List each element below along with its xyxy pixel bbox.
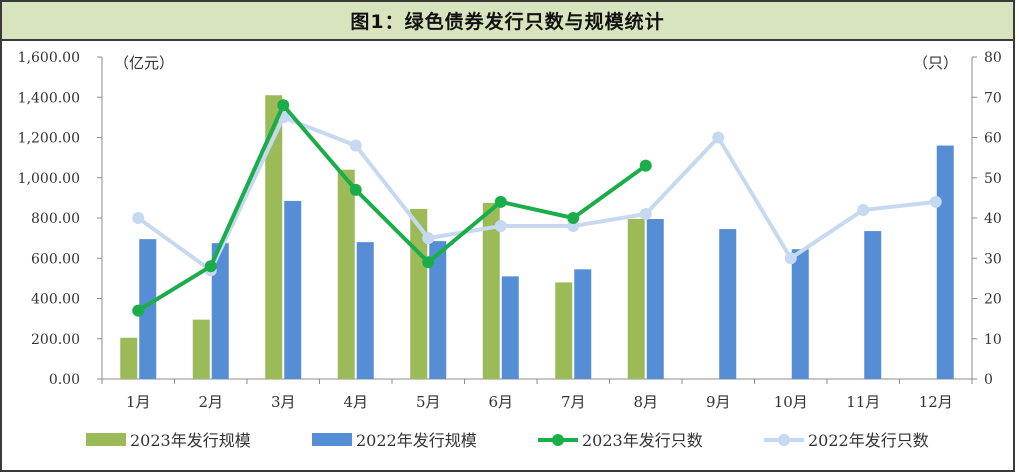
bar-series-2022-scale xyxy=(284,200,302,379)
right-y-tick-label: 0 xyxy=(984,372,993,388)
point-series-2022-count xyxy=(349,139,362,152)
x-tick-label: 6月 xyxy=(488,393,513,411)
bar-series-2022-scale xyxy=(574,269,592,379)
x-tick-label: 10月 xyxy=(774,393,808,411)
bar-series-2022-scale xyxy=(211,243,229,379)
x-tick-label: 2月 xyxy=(198,393,223,411)
point-series-2022-count xyxy=(929,195,942,208)
bar-series-2022-scale xyxy=(864,231,882,379)
x-tick-label: 11月 xyxy=(846,393,880,411)
point-series-2022-count xyxy=(422,232,435,245)
bar-series-2022-scale xyxy=(791,249,809,379)
legend-label-1: 2022年发行规模 xyxy=(356,431,477,450)
left-y-tick-label: 200.00 xyxy=(31,332,80,348)
legend-swatch-marker-2 xyxy=(552,434,564,446)
chart-title: 图1：绿色债券发行只数与规模统计 xyxy=(350,11,665,33)
bar-series-2022-scale xyxy=(719,229,737,379)
legend-swatch-0 xyxy=(86,433,126,446)
line-series-2022-count xyxy=(137,115,936,273)
bar-series-2023-scale xyxy=(192,319,210,379)
left-y-tick-label: 600.00 xyxy=(31,251,80,267)
legend-label-0: 2023年发行规模 xyxy=(130,431,251,450)
bar-series-2023-scale xyxy=(410,208,428,379)
bar-series-2023-scale xyxy=(265,95,283,380)
bar-series-2022-scale xyxy=(936,145,954,379)
point-series-2022-count xyxy=(784,252,797,265)
bar-series-2022-scale xyxy=(646,219,664,379)
bar-series-2022-scale xyxy=(139,239,157,379)
left-y-tick-label: 800.00 xyxy=(31,211,80,227)
bar-series-2023-scale xyxy=(555,282,573,379)
point-series-2022-count xyxy=(639,207,652,220)
x-tick-label: 3月 xyxy=(271,393,296,411)
right-y-tick-label: 30 xyxy=(984,251,1002,267)
bar-series-2023-scale xyxy=(627,219,645,379)
right-y-tick-label: 40 xyxy=(984,211,1002,227)
x-tick-label: 8月 xyxy=(633,393,658,411)
x-tick-label: 12月 xyxy=(919,393,953,411)
legend-swatch-1 xyxy=(312,433,352,446)
right-y-tick-label: 60 xyxy=(984,131,1002,147)
x-tick-label: 1月 xyxy=(126,393,151,411)
point-series-2023-count xyxy=(204,260,217,273)
legend-swatch-marker-3 xyxy=(778,434,790,446)
legend-label-2: 2023年发行只数 xyxy=(582,431,703,450)
point-series-2023-count xyxy=(639,159,652,172)
left-y-axis-unit-label: （亿元） xyxy=(114,54,174,72)
right-y-tick-label: 10 xyxy=(984,332,1002,348)
bar-series-2022-scale xyxy=(429,241,447,379)
x-tick-label: 5月 xyxy=(416,393,441,411)
point-series-2023-count xyxy=(132,304,145,317)
point-series-2023-count xyxy=(494,195,507,208)
right-y-axis-unit-label: （只） xyxy=(913,54,958,72)
right-y-tick-label: 50 xyxy=(984,171,1002,187)
left-y-tick-label: 1,000.00 xyxy=(18,171,80,187)
point-series-2023-count xyxy=(277,99,290,112)
bar-series-2023-scale xyxy=(337,169,355,379)
bar-series-2023-scale xyxy=(482,202,500,379)
right-y-tick-label: 20 xyxy=(984,292,1002,308)
x-tick-label: 7月 xyxy=(561,393,586,411)
left-y-tick-label: 1,600.00 xyxy=(18,50,80,66)
point-series-2023-count xyxy=(349,183,362,196)
bar-series-2023-scale xyxy=(120,337,138,379)
chart-title-bar: 图1：绿色债券发行只数与规模统计 xyxy=(2,2,1013,41)
left-y-tick-label: 0.00 xyxy=(49,372,80,388)
point-series-2022-count xyxy=(857,203,870,216)
left-y-tick-label: 1,200.00 xyxy=(18,131,80,147)
bar-series-2022-scale xyxy=(356,242,374,379)
left-y-tick-label: 1,400.00 xyxy=(18,90,80,106)
bar-series-2022-scale xyxy=(501,276,519,379)
legend-label-3: 2022年发行只数 xyxy=(808,431,929,450)
x-tick-label: 4月 xyxy=(343,393,368,411)
point-series-2022-count xyxy=(132,212,145,224)
x-tick-label: 9月 xyxy=(706,393,731,411)
line-series-2023-count xyxy=(137,103,647,313)
point-series-2022-count xyxy=(494,220,507,233)
point-series-2023-count xyxy=(567,212,580,224)
point-series-2023-count xyxy=(422,256,435,269)
right-y-tick-label: 80 xyxy=(984,50,1002,66)
left-y-tick-label: 400.00 xyxy=(31,292,80,308)
point-series-2022-count xyxy=(712,131,725,144)
right-y-tick-label: 70 xyxy=(984,90,1002,106)
